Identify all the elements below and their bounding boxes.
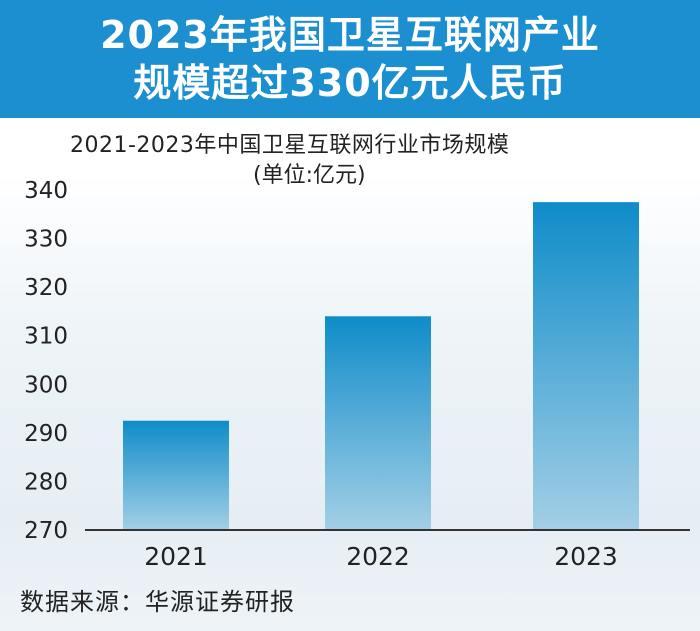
y-tick-label: 330 — [24, 227, 68, 253]
y-tick-label: 300 — [24, 372, 68, 398]
y-tick-label: 290 — [24, 421, 68, 447]
headline-line-1: 2023年我国卫星互联网产业 — [100, 13, 600, 57]
headline-line-2: 规模超过330亿元人民币 — [133, 61, 567, 105]
x-tick-label: 2023 — [554, 542, 618, 571]
y-tick-label: 280 — [24, 469, 68, 495]
headline-banner: 2023年我国卫星互联网产业 规模超过330亿元人民币 — [0, 0, 700, 118]
chart-title: 2021-2023年中国卫星互联网行业市场规模 — [70, 133, 510, 158]
bar-2023 — [533, 202, 639, 530]
y-tick-label: 320 — [24, 275, 68, 301]
x-tick-label: 2021 — [144, 542, 208, 571]
chart-unit-label: (单位:亿元) — [253, 163, 366, 188]
bar-2021 — [123, 420, 229, 530]
y-tick-label: 340 — [24, 178, 68, 204]
data-source: 数据来源：华源证券研报 — [20, 588, 295, 616]
y-tick-label: 270 — [24, 518, 68, 544]
y-tick-label: 310 — [24, 324, 68, 350]
x-tick-label: 2022 — [346, 542, 410, 571]
bar-2022 — [325, 316, 431, 530]
